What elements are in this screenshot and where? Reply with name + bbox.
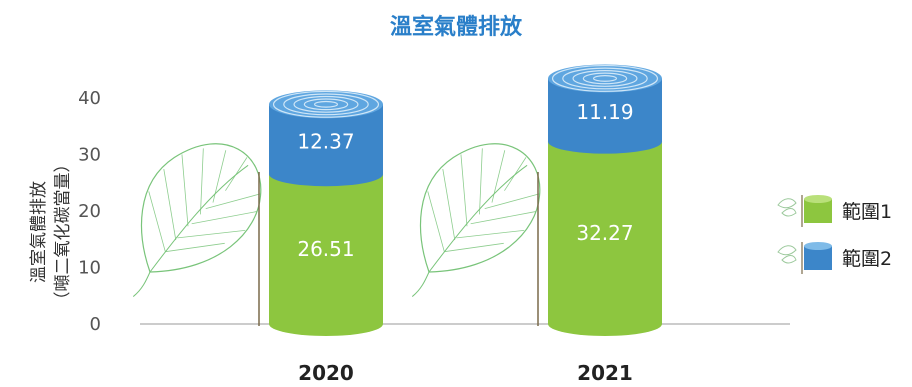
y-tick-label: 0 [90,314,101,335]
x-tick-label-2021: 2021 [577,361,633,385]
y-axis-label-line-1: 溫室氣體排放 [29,181,49,283]
bar-stack-2020: 26.51 12.37 2020 [113,90,383,385]
bar-segment-scope1 [269,174,383,336]
y-tick-label: 10 [78,258,101,279]
chart-title: 溫室氣體排放 [390,14,523,40]
legend-label-2: 範圍2 [842,248,892,270]
leaf-outline-icon [113,137,275,298]
bar-segment-scope2 [269,104,383,187]
x-tick-label-2020: 2020 [298,361,354,385]
data-label-scope2: 12.37 [297,129,354,153]
data-label-scope2: 11.19 [576,100,633,124]
leaf-outline-icon [392,137,554,298]
y-tick-label: 40 [78,88,101,109]
bar-top-cap [548,64,662,93]
leaf-sprig-icon [777,245,797,264]
legend-item-2: 範圍2 [777,242,892,274]
bar-top-cap [269,90,383,119]
bar-segment-scope2 [548,78,662,154]
y-tick-label: 30 [78,145,101,166]
legend-label-1: 範圍1 [842,201,892,223]
legend: 範圍1 範圍2 [777,195,892,274]
data-label-scope1: 26.51 [297,237,354,261]
data-label-scope1: 32.27 [576,221,633,245]
y-axis-label-line-2: （噸二氧化碳當量） [53,156,73,309]
bar-segment-scope1 [548,141,662,336]
leaf-sprig-icon [777,198,797,217]
legend-item-1: 範圍1 [777,195,892,227]
y-tick-label: 20 [78,201,101,222]
y-axis-ticks: 0 10 20 30 40 [78,88,101,335]
bars-group: 26.51 12.37 2020 32.27 11.19 2021 [113,64,662,385]
bar-stack-2021: 32.27 11.19 2021 [392,64,662,385]
